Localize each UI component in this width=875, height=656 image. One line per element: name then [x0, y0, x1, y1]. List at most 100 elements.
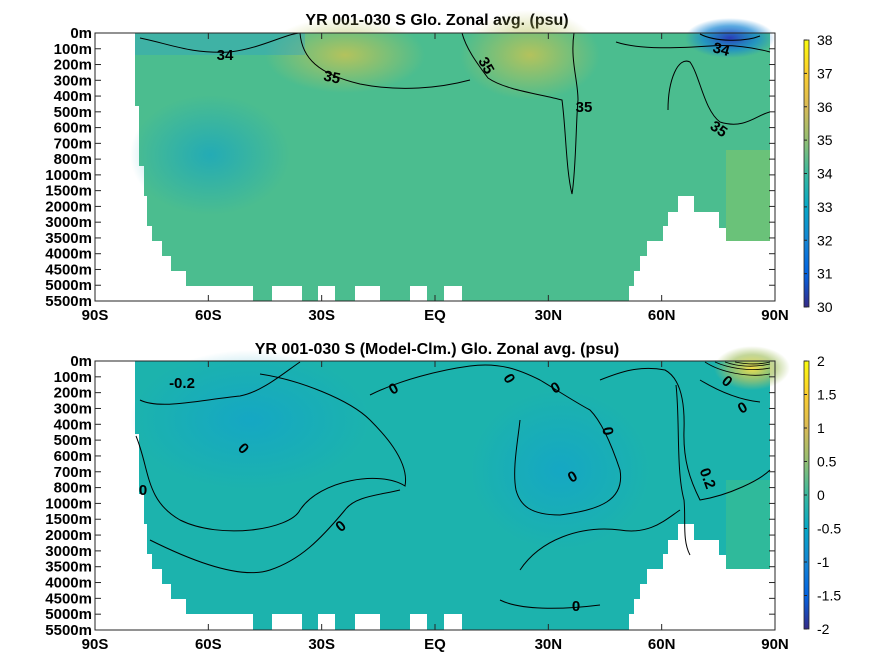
upper-y-tick-label: 600m [54, 120, 92, 137]
lower-x-tick-labels: 90S 60S 30S EQ 30N 60N 90N [82, 636, 789, 653]
upper-x-tick-label: 30N [535, 307, 563, 324]
lower-y-tick-label: 500m [54, 432, 92, 449]
lower-y-tick-label: 300m [54, 400, 92, 417]
upper-colorbar-label: 31 [817, 266, 833, 282]
lower-colorbar-label: -2 [817, 621, 830, 637]
upper-y-tick-label: 700m [54, 135, 92, 152]
lower-ticks [94, 360, 776, 631]
lower-y-tick-label: 4000m [45, 575, 92, 592]
upper-colorbar-label: 35 [817, 132, 833, 148]
upper-label-35-south: 35 [322, 68, 342, 88]
lower-colorbar-labels: 2 1.5 1 0.5 0 -0.5 -1 -1.5 -2 [804, 353, 841, 637]
upper-y-tick-label: 1500m [45, 183, 92, 200]
lower-title: YR 001-030 S (Model-Clm.) Glo. Zonal avg… [255, 341, 620, 358]
lower-colorbar-label: 0 [817, 487, 825, 503]
upper-y-tick-label: 500m [54, 104, 92, 121]
upper-y-tick-label: 3000m [45, 214, 92, 231]
upper-y-tick-label: 3500m [45, 230, 92, 247]
upper-x-tick-label: 60N [648, 307, 676, 324]
upper-y-tick-label: 5000m [45, 277, 92, 294]
upper-contour-35-eq [461, 32, 579, 195]
upper-contour-labels: 34 35 35 35 35 34 [217, 39, 732, 141]
upper-label-34-arctic: 34 [711, 39, 732, 60]
lower-y-tick-label: 5000m [45, 606, 92, 623]
lower-colorbar-label: -0.5 [817, 521, 841, 537]
upper-colorbar-label: 34 [817, 166, 833, 182]
upper-fresh-patch [130, 95, 290, 215]
lower-contour-zero-north [599, 367, 771, 501]
lower-label-02: 0.2 [696, 466, 719, 491]
lower-contour-zero-deep [499, 509, 681, 609]
lower-contours [135, 361, 771, 609]
lower-x-tick-label: 90S [82, 636, 109, 653]
lower-x-tick-label: 30S [308, 636, 335, 653]
upper-y-tick-label: 200m [54, 57, 92, 74]
lower-contour-zero-south [135, 373, 407, 532]
lower-x-tick-label: EQ [424, 636, 446, 653]
upper-colorbar-label: 38 [817, 32, 833, 48]
upper-x-tick-label: 90N [761, 307, 789, 324]
upper-label-35-arctic: 35 [707, 118, 730, 141]
upper-colorbar-label: 30 [817, 299, 833, 315]
upper-colorbar-label: 36 [817, 99, 833, 115]
lower-label-minus02: -0.2 [169, 375, 195, 392]
lower-label-zero-11: 0 [572, 598, 580, 615]
lower-colorbar-label: 2 [817, 353, 825, 369]
lower-colorbar-label: 1 [817, 420, 825, 436]
lower-y-tick-label: 700m [54, 464, 92, 481]
upper-y-tick-label: 300m [54, 72, 92, 89]
lower-contour-arctic-4 [734, 361, 771, 365]
lower-contour-zero-eq [369, 364, 622, 516]
lower-negative-patch-south [130, 350, 370, 490]
upper-x-tick-labels: 90S 60S 30S EQ 30N 60N 90N [82, 307, 789, 324]
lower-panel: YR 001-030 S (Model-Clm.) Glo. Zonal avg… [45, 341, 841, 653]
lower-x-tick-label: 60N [648, 636, 676, 653]
upper-y-tick-label: 400m [54, 88, 92, 105]
upper-contour-34-arctic [615, 41, 771, 53]
lower-y-tick-label: 800m [54, 480, 92, 497]
lower-y-tick-label: 3000m [45, 543, 92, 560]
lower-contour-arctic-1 [704, 361, 771, 376]
upper-y-tick-label: 4000m [45, 246, 92, 263]
upper-y-tick-label: 2000m [45, 198, 92, 215]
lower-negative-patch-north [470, 390, 650, 550]
upper-colorbar-labels: 38 37 36 35 34 33 32 31 30 [804, 32, 833, 315]
upper-panel: YR 001-030 S Glo. Zonal avg. (psu) 34 35… [45, 10, 833, 324]
lower-y-tick-label: 600m [54, 448, 92, 465]
upper-label-35-north: 35 [576, 99, 593, 116]
lower-contours-arctic [704, 361, 771, 376]
upper-y-tick-labels: 0m100m200m300m400m500m600m700m800m1000m1… [45, 25, 92, 310]
lower-colorbar-label: -1.5 [817, 588, 841, 604]
lower-y-tick-label: 4500m [45, 590, 92, 607]
lower-x-tick-label: 90N [761, 636, 789, 653]
lower-y-tick-label: 3500m [45, 559, 92, 576]
lower-colorbar-label: 0.5 [817, 454, 837, 470]
lower-y-tick-label: 5500m [45, 622, 92, 639]
lower-contour-arctic-0 [699, 379, 761, 403]
lower-y-tick-labels: 0m100m200m300m400m500m600m700m800m1000m1… [45, 353, 92, 639]
upper-contour-33-arctic [699, 33, 761, 41]
upper-colorbar-label: 33 [817, 199, 833, 215]
upper-north-patch [726, 150, 770, 241]
upper-x-tick-label: EQ [424, 307, 446, 324]
lower-contour-arctic-3 [724, 361, 771, 367]
upper-x-tick-label: 30S [308, 307, 335, 324]
upper-contour-35-south [299, 32, 471, 89]
lower-contour-zero-mid [149, 489, 401, 574]
lower-y-tick-label: 1000m [45, 495, 92, 512]
upper-y-tick-label: 1000m [45, 167, 92, 184]
upper-ticks [94, 32, 776, 302]
upper-y-tick-label: 5500m [45, 293, 92, 310]
upper-y-tick-label: 100m [54, 41, 92, 58]
upper-y-tick-label: 800m [54, 151, 92, 168]
upper-contour-34 [139, 32, 301, 53]
lower-contour-arctic-2 [714, 361, 771, 370]
upper-y-tick-label: 0m [70, 25, 92, 42]
lower-y-tick-label: 200m [54, 385, 92, 402]
upper-contours [139, 32, 771, 195]
upper-label-35-eq: 35 [474, 54, 497, 77]
upper-contour-35-north [667, 60, 771, 125]
lower-x-tick-label: 30N [535, 636, 563, 653]
upper-colorbar-label: 37 [817, 65, 833, 81]
